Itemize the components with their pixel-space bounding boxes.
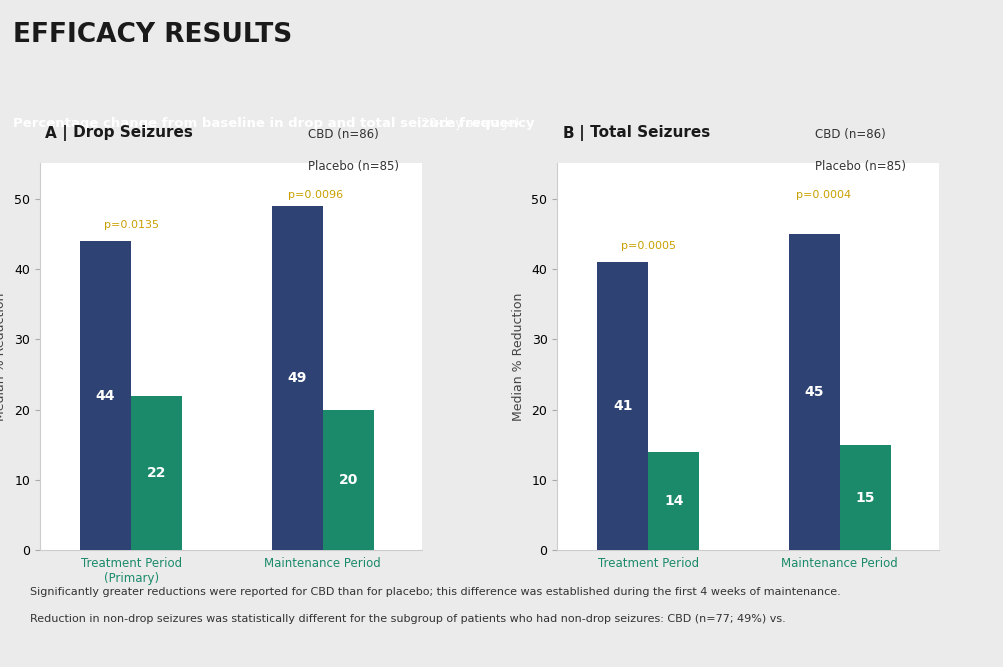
- Text: Reduction in non-drop seizures was statistically different for the subgroup of p: Reduction in non-drop seizures was stati…: [30, 614, 785, 624]
- Text: Placebo (n=85): Placebo (n=85): [814, 161, 906, 173]
- Text: 41: 41: [612, 399, 632, 413]
- Bar: [131, 396, 183, 550]
- Bar: [597, 262, 648, 550]
- Text: EFFICACY RESULTS: EFFICACY RESULTS: [13, 22, 292, 48]
- Text: p=0.0135: p=0.0135: [103, 220, 158, 230]
- Text: 22: 22: [146, 466, 166, 480]
- Bar: [80, 241, 131, 550]
- Text: 45: 45: [803, 385, 823, 399]
- Bar: [322, 410, 373, 550]
- Text: Percentage change from baseline in drop and total seizure frequency: Percentage change from baseline in drop …: [13, 117, 534, 130]
- Text: 14: 14: [663, 494, 683, 508]
- Text: | Drop Seizures: | Drop Seizures: [57, 125, 193, 141]
- Text: Placebo (n=85): Placebo (n=85): [308, 161, 399, 173]
- Y-axis label: Median % Reduction: Median % Reduction: [0, 293, 7, 421]
- Text: (28-day average): (28-day average): [413, 117, 519, 130]
- Bar: [788, 233, 839, 550]
- Text: | Total Seizures: | Total Seizures: [574, 125, 710, 141]
- Text: 15: 15: [855, 490, 875, 504]
- Bar: [839, 445, 890, 550]
- Bar: [648, 452, 699, 550]
- Text: p=0.0096: p=0.0096: [288, 190, 343, 200]
- Text: CBD (n=86): CBD (n=86): [814, 129, 885, 141]
- Text: 44: 44: [95, 389, 115, 402]
- Bar: [272, 205, 322, 550]
- Text: p=0.0004: p=0.0004: [795, 190, 851, 200]
- Text: p=0.0005: p=0.0005: [620, 241, 675, 251]
- Text: B: B: [562, 127, 574, 141]
- Text: A: A: [45, 127, 57, 141]
- Y-axis label: Median % Reduction: Median % Reduction: [512, 293, 524, 421]
- Text: Significantly greater reductions were reported for CBD than for placebo; this di: Significantly greater reductions were re…: [30, 587, 841, 597]
- Text: 20: 20: [338, 473, 358, 487]
- Text: 49: 49: [287, 371, 307, 385]
- Text: CBD (n=86): CBD (n=86): [308, 129, 378, 141]
